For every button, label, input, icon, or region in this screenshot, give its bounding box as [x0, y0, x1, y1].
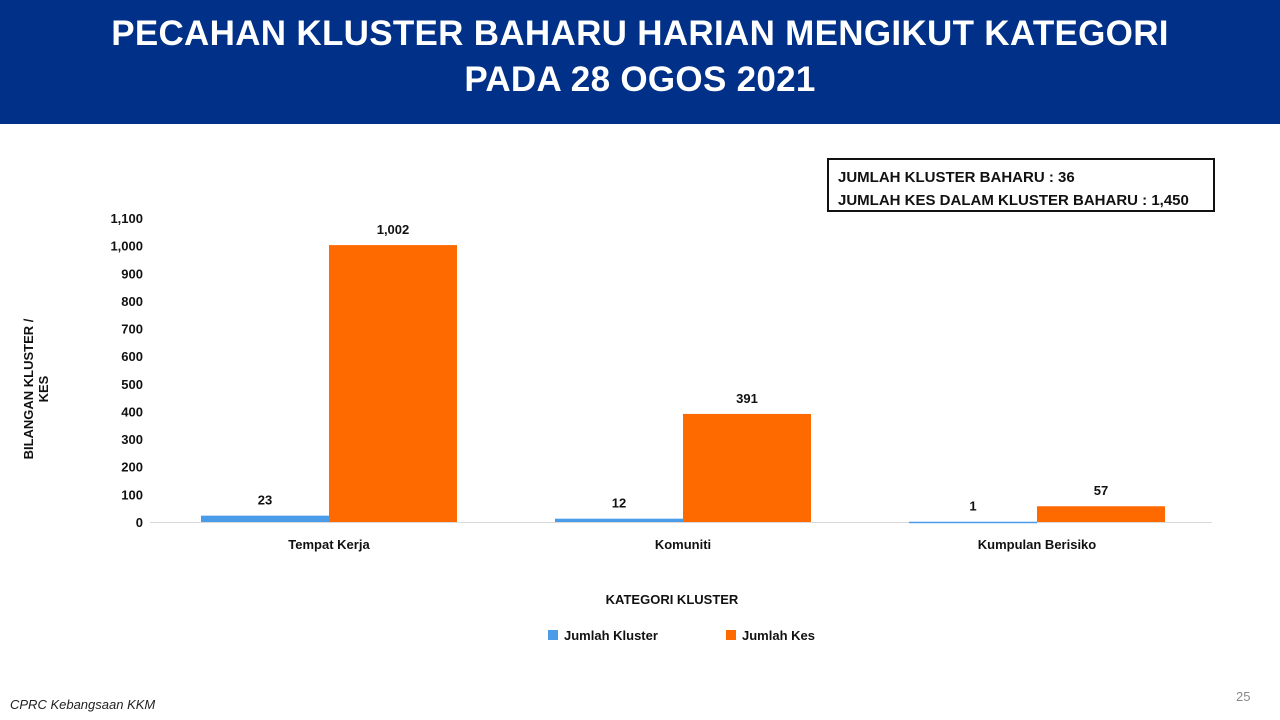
- page-title-line2: PADA 28 OGOS 2021: [464, 60, 816, 99]
- y-tick-label: 700: [121, 322, 143, 337]
- x-tick-label: Tempat Kerja: [288, 537, 370, 552]
- y-tick-label: 600: [121, 349, 143, 364]
- legend-item-jumlah-kluster: Jumlah Kluster: [548, 628, 658, 643]
- summary-total-clusters: JUMLAH KLUSTER BAHARU : 36: [838, 169, 1075, 186]
- x-axis-title: KATEGORI KLUSTER: [605, 592, 739, 607]
- data-label: 391: [736, 391, 758, 406]
- data-label: 1: [969, 499, 976, 514]
- y-tick-label: 800: [121, 294, 143, 309]
- legend-item-jumlah-kes: Jumlah Kes: [726, 628, 815, 643]
- y-axis-title: BILANGAN KLUSTER / KES: [21, 318, 51, 460]
- bar-jumlah-kluster: [201, 515, 329, 522]
- page-number: 25: [1236, 689, 1251, 704]
- y-tick-label: 200: [121, 460, 143, 475]
- x-tick-label: Komuniti: [655, 537, 711, 552]
- data-label: 23: [258, 493, 272, 508]
- y-tick-label: 0: [136, 515, 143, 530]
- data-label: 57: [1094, 483, 1108, 498]
- legend-label-jumlah-kluster: Jumlah Kluster: [564, 628, 658, 643]
- data-label: 1,002: [377, 222, 410, 237]
- source-footer: CPRC Kebangsaan KKM: [10, 697, 156, 712]
- x-tick-label: Kumpulan Berisiko: [978, 537, 1097, 552]
- summary-box: JUMLAH KLUSTER BAHARU : 36 JUMLAH KES DA…: [827, 158, 1215, 212]
- y-tick-label: 300: [121, 432, 143, 447]
- y-tick-label: 1,000: [110, 239, 143, 254]
- bar-chart: 0 100 200 300 400 500 600 700 800 900 1,000 1,100 23…: [110, 211, 1212, 552]
- y-tick-label: 400: [121, 404, 143, 419]
- y-tick-label: 100: [121, 487, 143, 502]
- bar-jumlah-kes: [683, 413, 811, 522]
- legend-swatch-jumlah-kes: [726, 630, 736, 640]
- data-label: 12: [612, 496, 626, 511]
- summary-total-cases: JUMLAH KES DALAM KLUSTER BAHARU : 1,450: [838, 192, 1189, 209]
- bar-jumlah-kluster: [555, 518, 683, 522]
- legend-label-jumlah-kes: Jumlah Kes: [742, 628, 815, 643]
- bar-jumlah-kes: [1037, 506, 1165, 522]
- page-title-line1: PECAHAN KLUSTER BAHARU HARIAN MENGIKUT K…: [111, 14, 1169, 53]
- bar-jumlah-kluster: [909, 521, 1037, 524]
- y-tick-label: 1,100: [110, 211, 143, 226]
- bar-jumlah-kes: [329, 245, 457, 523]
- y-tick-label: 500: [121, 377, 143, 392]
- y-tick-label: 900: [121, 266, 143, 281]
- legend-swatch-jumlah-kluster: [548, 630, 558, 640]
- header-banner: PECAHAN KLUSTER BAHARU HARIAN MENGIKUT K…: [0, 0, 1280, 124]
